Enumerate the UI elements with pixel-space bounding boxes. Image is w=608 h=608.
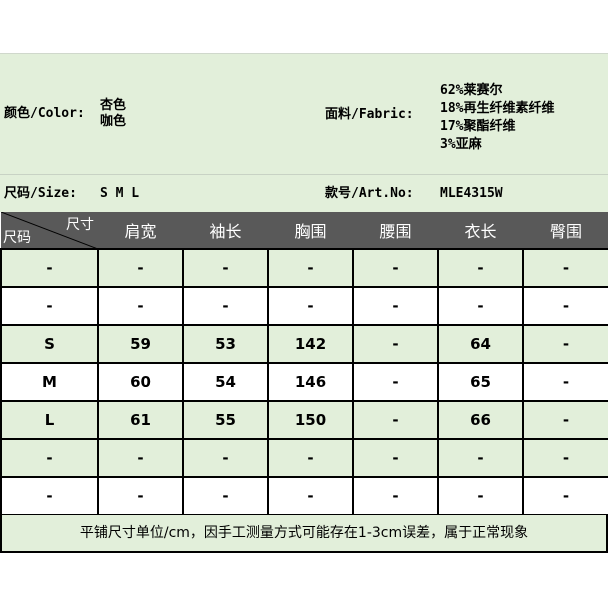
fabric-value: 17%聚酯纤维 xyxy=(440,119,516,134)
fabric-value: 3%亚麻 xyxy=(440,137,482,152)
measurement-cell: - xyxy=(437,476,524,516)
measurement-cell: - xyxy=(352,248,439,288)
table-row: ------- xyxy=(0,438,608,478)
fabric-label: 面料/Fabric: xyxy=(325,107,414,122)
measurement-cell: - xyxy=(267,438,354,478)
measurement-cell: - xyxy=(267,476,354,516)
measurement-cell: - xyxy=(182,286,269,326)
measurement-cell: - xyxy=(522,362,608,402)
measurement-cell: - xyxy=(97,286,184,326)
corner-cell: 尺寸 尺码 xyxy=(1,212,98,249)
measurement-cell: 60 xyxy=(97,362,184,402)
column-header: 臀围 xyxy=(523,212,608,249)
table-row: ------- xyxy=(0,248,608,288)
size-cell: - xyxy=(0,286,99,326)
measurement-cell: - xyxy=(352,324,439,364)
measurement-cell: 65 xyxy=(437,362,524,402)
measurement-cell: - xyxy=(522,400,608,440)
measurement-cell: - xyxy=(352,362,439,402)
color-values: 杏色 咖色 xyxy=(100,98,126,130)
header-row: 尺寸 尺码 肩宽 袖长 胸围 腰围 衣长 臀围 xyxy=(1,212,608,249)
measurement-cell: - xyxy=(182,438,269,478)
measurement-cell: - xyxy=(437,248,524,288)
size-label: 尺码/Size: xyxy=(4,186,77,201)
measurement-cell: 59 xyxy=(97,324,184,364)
fabric-values: 62%莱赛尔 18%再生纤维素纤维 17%聚酯纤维 3%亚麻 xyxy=(440,82,554,154)
product-info: 颜色/Color: 杏色 咖色 面料/Fabric: 62%莱赛尔 18%再生纤… xyxy=(0,53,608,212)
measurement-cell: - xyxy=(437,286,524,326)
measurement-cell: - xyxy=(267,248,354,288)
measurement-cell: 54 xyxy=(182,362,269,402)
measurement-note: 平铺尺寸单位/cm，因手工测量方式可能存在1-3cm误差，属于正常现象 xyxy=(0,515,608,553)
measurement-cell: - xyxy=(522,438,608,478)
measurement-cell: 150 xyxy=(267,400,354,440)
measurement-cell: 64 xyxy=(437,324,524,364)
measurement-cell: - xyxy=(97,248,184,288)
color-label: 颜色/Color: xyxy=(4,106,85,121)
column-header: 胸围 xyxy=(268,212,353,249)
measurement-cell: - xyxy=(97,476,184,516)
diagonal-line xyxy=(1,212,98,249)
size-cell: - xyxy=(0,438,99,478)
table-row: S 59 53 142-64- xyxy=(0,324,608,364)
measurement-cell: - xyxy=(352,438,439,478)
measurement-cell: 66 xyxy=(437,400,524,440)
table-row: M 60 54 146-65- xyxy=(0,362,608,402)
corner-bottom-label: 尺码 xyxy=(3,230,31,246)
measurement-cell: - xyxy=(267,286,354,326)
column-header: 衣长 xyxy=(438,212,523,249)
corner-top-label: 尺寸 xyxy=(66,217,94,233)
measurement-cell: - xyxy=(352,476,439,516)
column-header: 肩宽 xyxy=(98,212,183,249)
column-header: 腰围 xyxy=(353,212,438,249)
color-value: 杏色 xyxy=(100,98,127,113)
measurement-cell: - xyxy=(352,400,439,440)
measurement-cell: - xyxy=(522,248,608,288)
measurement-cell: 142 xyxy=(267,324,354,364)
measurement-cell: 146 xyxy=(267,362,354,402)
measurement-cell: - xyxy=(182,248,269,288)
measurement-cell: - xyxy=(522,324,608,364)
color-value: 咖色 xyxy=(100,114,127,129)
art-label: 款号/Art.No: xyxy=(325,186,414,201)
measurement-cell: - xyxy=(522,476,608,516)
fabric-value: 62%莱赛尔 xyxy=(440,83,503,98)
divider xyxy=(0,174,608,175)
measurement-cell: 53 xyxy=(182,324,269,364)
table-row: L 61 55 150-66- xyxy=(0,400,608,440)
table-row: ------- xyxy=(0,286,608,326)
size-cell: - xyxy=(0,476,99,516)
fabric-value: 18%再生纤维素纤维 xyxy=(440,101,555,116)
size-cell: S xyxy=(0,324,99,364)
measurement-cell: 55 xyxy=(182,400,269,440)
measurement-cell: - xyxy=(437,438,524,478)
measurement-cell: - xyxy=(182,476,269,516)
table-row: ------- xyxy=(0,476,608,516)
measurement-cell: - xyxy=(352,286,439,326)
column-header: 袖长 xyxy=(183,212,268,249)
size-values: S M L xyxy=(100,186,140,201)
size-cell: L xyxy=(0,400,99,440)
measurement-cell: - xyxy=(522,286,608,326)
art-number: MLE4315W xyxy=(440,186,503,201)
size-cell: M xyxy=(0,362,99,402)
measurement-cell: - xyxy=(97,438,184,478)
size-cell: - xyxy=(0,248,99,288)
measurement-cell: 61 xyxy=(97,400,184,440)
